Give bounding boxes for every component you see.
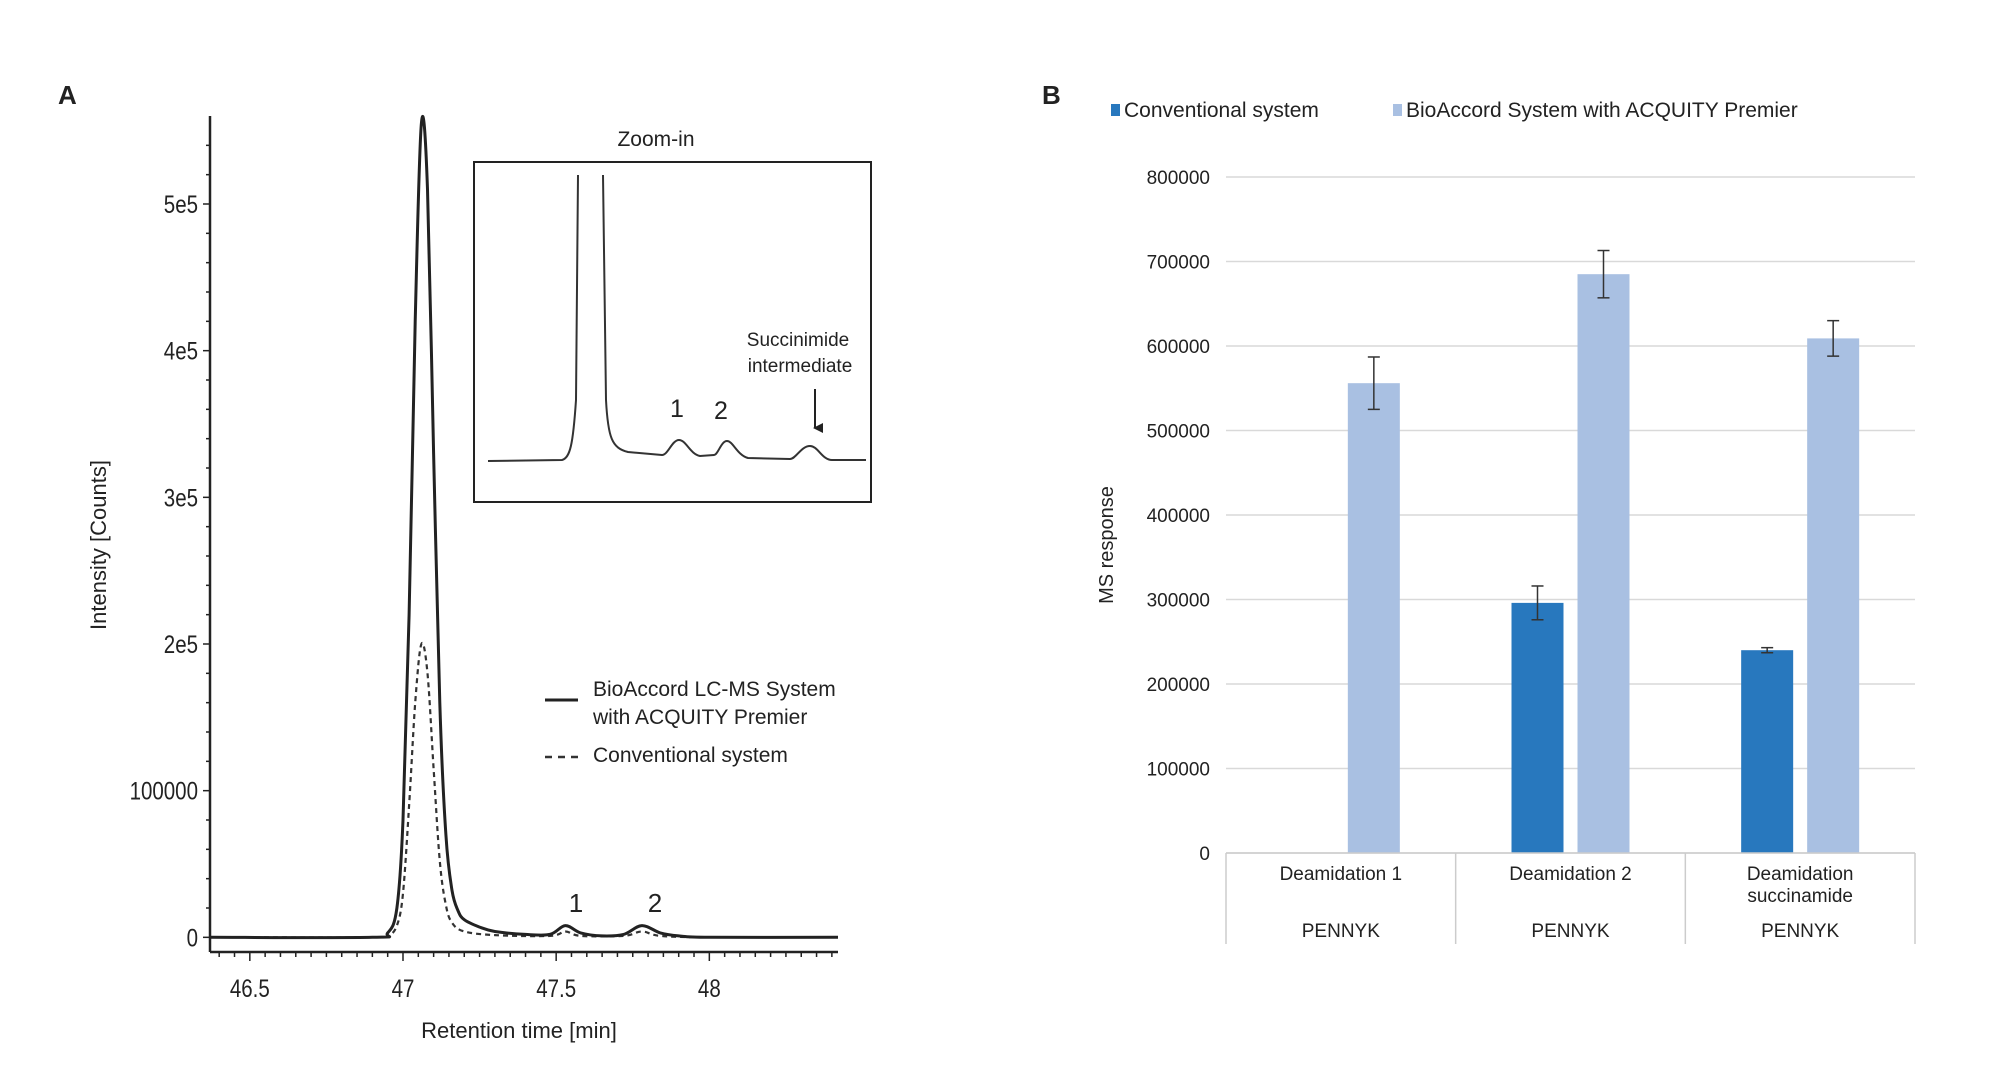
panel-a-y-axis-title: Intensity [Counts]	[86, 460, 111, 630]
y-tick-label: 800000	[1147, 168, 1210, 189]
legend-label-conventional: Conventional system	[593, 744, 788, 767]
inset-annotation-line2: intermediate	[748, 356, 853, 377]
series-line-bioaccord	[209, 115, 839, 940]
y-tick-label: 300000	[1147, 591, 1210, 612]
group-label: PENNYK	[1531, 921, 1609, 942]
panel-a-legend: BioAccord LC-MS System with ACQUITY Prem…	[545, 678, 836, 767]
x-tick-label: 47	[392, 974, 415, 1002]
y-tick-label: 400000	[1147, 506, 1210, 527]
panel-b-legend: Conventional system BioAccord System wit…	[1111, 99, 1798, 122]
panel-a: A 0 100000 2e5 3e5 4e5 5e5 46.5 47 47.5 48 1 2 R…	[58, 80, 872, 1043]
y-tick-label: 3e5	[164, 483, 198, 511]
inset-trace	[487, 174, 866, 462]
bar-bioaccord	[1347, 383, 1400, 853]
inset-frame	[473, 161, 872, 503]
panel-a-label: A	[58, 80, 77, 110]
y-tick-label: 5e5	[164, 190, 198, 218]
category-label: Deamidation	[1747, 864, 1854, 885]
legend-swatch-conventional	[1111, 104, 1120, 116]
y-tick-label: 2e5	[164, 630, 198, 658]
zoom-inset: Zoom-in 1 2 Succinimide intermediate	[473, 128, 872, 503]
legend-label-bioaccord-line2: with ACQUITY Premier	[592, 706, 807, 729]
y-tick-label: 700000	[1147, 253, 1210, 274]
panel-b-y-tick-labels: 0 100000 200000 300000 400000 500000 600000 700…	[1147, 168, 1210, 865]
y-tick-label: 600000	[1147, 337, 1210, 358]
x-tick-label: 48	[698, 974, 721, 1002]
x-tick-label: 46.5	[230, 974, 270, 1002]
bar-bioaccord	[1577, 274, 1630, 853]
legend-swatch-bioaccord	[1393, 104, 1402, 116]
y-tick-label: 0	[187, 923, 198, 951]
y-tick-label: 500000	[1147, 422, 1210, 443]
inset-peak-label-1: 1	[670, 395, 684, 423]
panel-b-category-labels: Deamidation 1 PENNYK Deamidation 2 PENNYK De…	[1280, 864, 1854, 942]
group-label: PENNYK	[1302, 921, 1380, 942]
category-label: Deamidation 2	[1509, 864, 1632, 885]
panel-b-bars	[1347, 274, 1860, 853]
inset-annotation-line1: Succinimide	[747, 330, 849, 351]
panel-a-y-tick-labels: 0 100000 2e5 3e5 4e5 5e5	[130, 190, 198, 952]
bar-conventional	[1741, 650, 1794, 853]
series-line-conventional	[209, 641, 839, 939]
x-tick-label: 47.5	[536, 974, 576, 1002]
y-tick-label: 4e5	[164, 337, 198, 365]
panel-b-y-axis-title: MS response	[1096, 486, 1118, 604]
panel-b: B Conventional system BioAccord System w…	[1042, 80, 1916, 944]
y-tick-label: 0	[1199, 844, 1210, 865]
bar-bioaccord	[1807, 338, 1860, 853]
peak-label-2: 2	[648, 888, 662, 918]
legend-label-conventional-b: Conventional system	[1124, 99, 1319, 122]
y-tick-label: 100000	[130, 777, 198, 805]
inset-title: Zoom-in	[617, 128, 694, 151]
group-label: PENNYK	[1761, 921, 1839, 942]
panel-a-plot: 0 100000 2e5 3e5 4e5 5e5 46.5 47 47.5 48 1 2 Ret…	[86, 115, 839, 1043]
legend-label-bioaccord-b: BioAccord System with ACQUITY Premier	[1406, 99, 1798, 122]
panel-b-category-axis	[1225, 852, 1916, 944]
panel-b-label: B	[1042, 80, 1061, 110]
panel-a-axis-ticks	[203, 144, 833, 961]
panel-b-error-bars	[1367, 249, 1840, 654]
panel-a-x-tick-labels: 46.5 47 47.5 48	[230, 974, 721, 1002]
legend-label-bioaccord-line1: BioAccord LC-MS System	[593, 678, 836, 701]
y-tick-label: 200000	[1147, 675, 1210, 696]
inset-peak-label-2: 2	[714, 397, 728, 425]
panel-a-x-axis-title: Retention time [min]	[421, 1018, 617, 1043]
peak-label-1: 1	[569, 888, 583, 918]
y-tick-label: 100000	[1147, 760, 1210, 781]
category-label: Deamidation 1	[1280, 864, 1403, 885]
bar-conventional	[1511, 602, 1564, 853]
category-label: succinamide	[1747, 886, 1853, 907]
